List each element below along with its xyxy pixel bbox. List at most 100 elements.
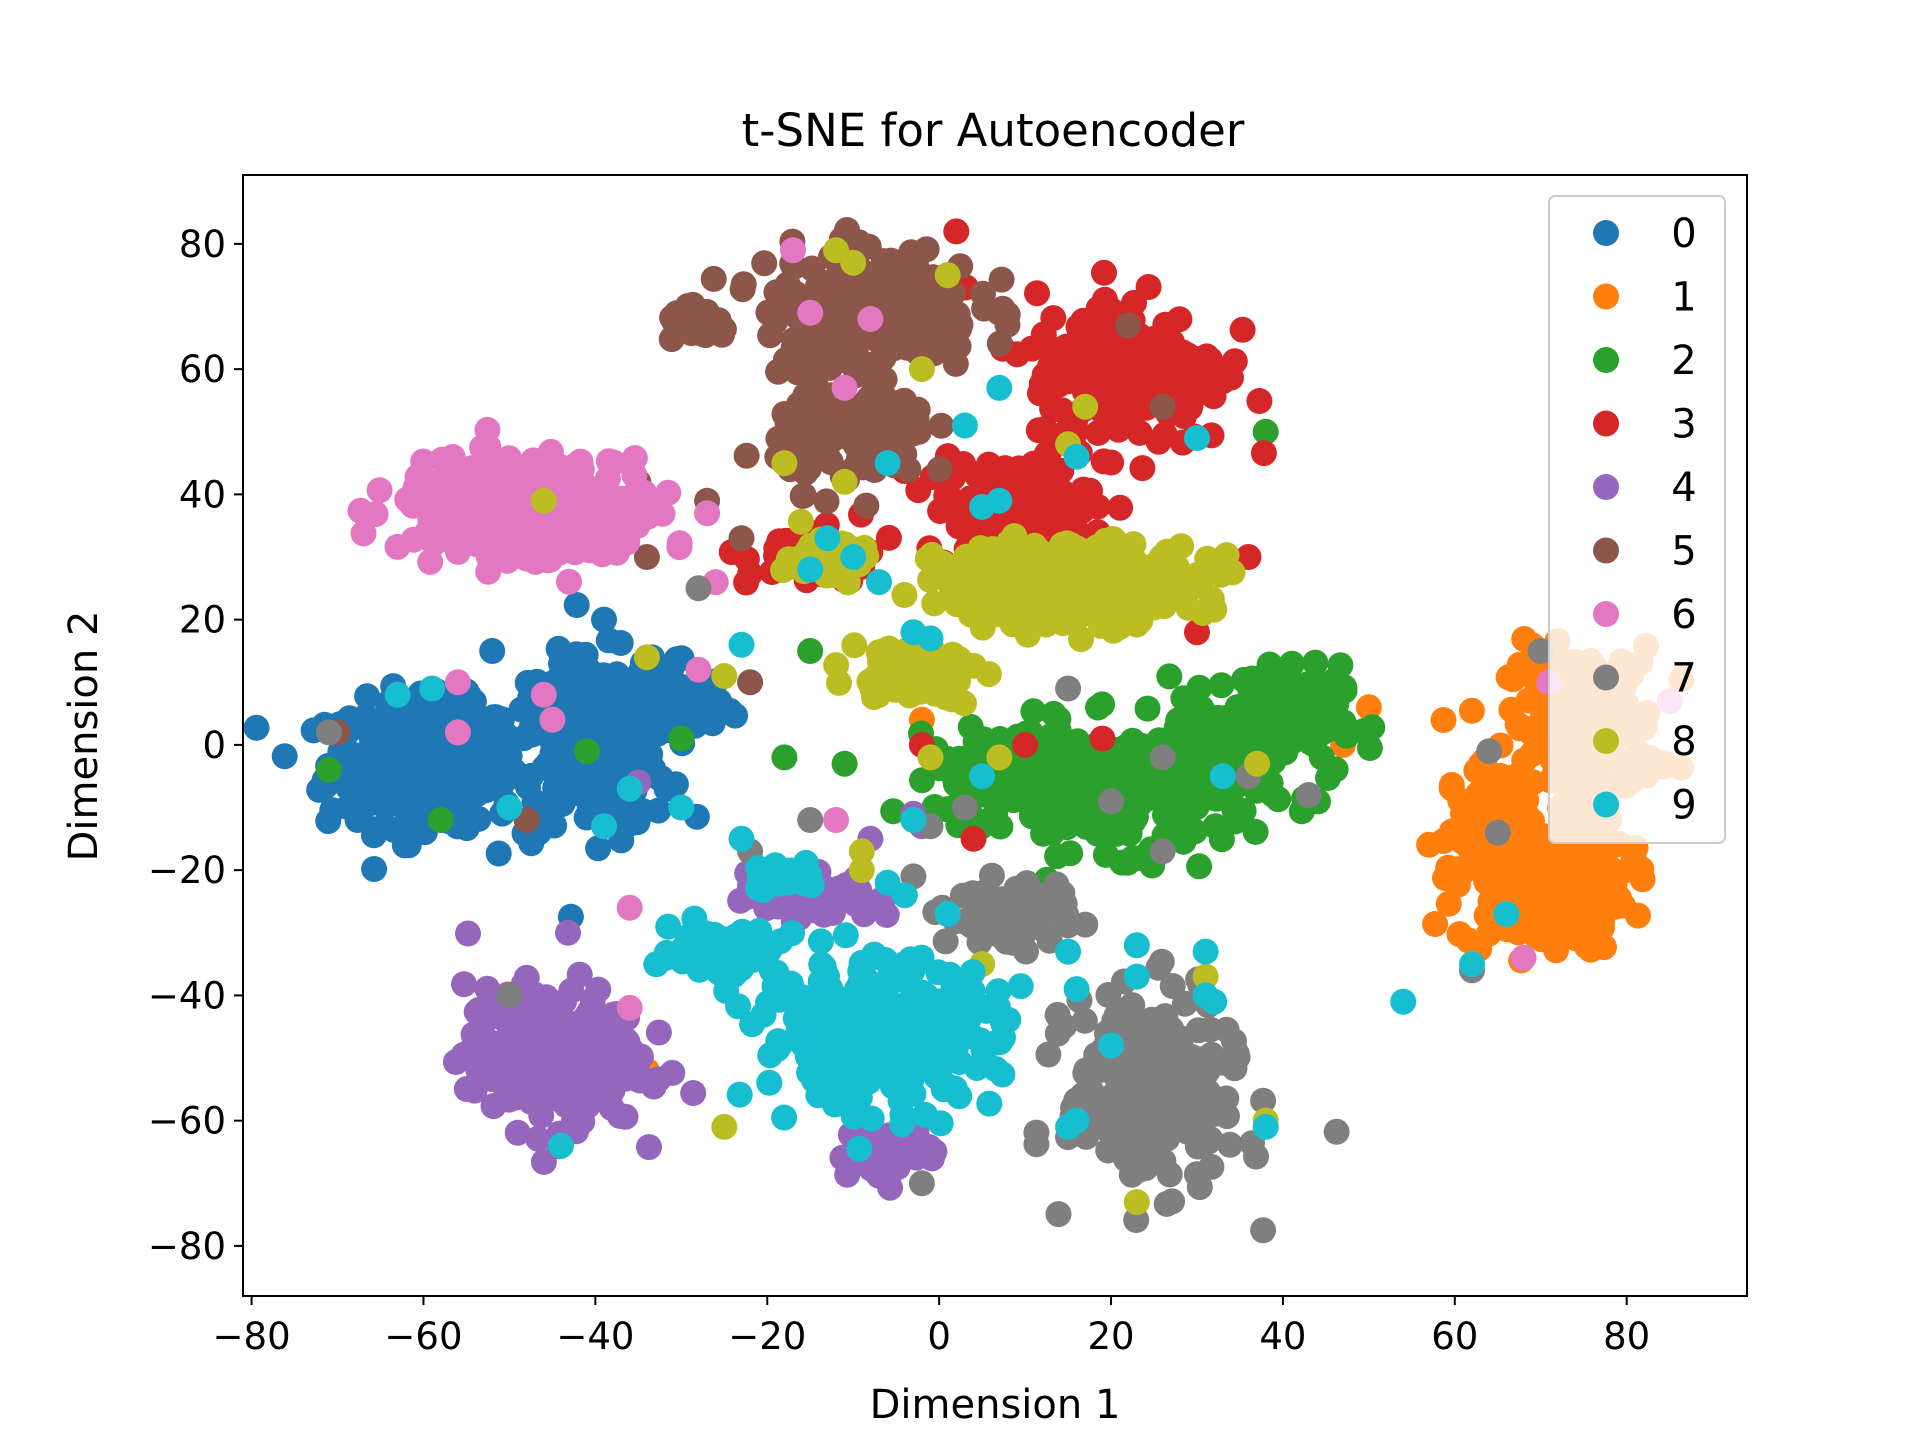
point-8 <box>711 1113 738 1140</box>
point-8 <box>1244 750 1271 777</box>
point-2 <box>1242 818 1269 845</box>
legend-label-5: 5 <box>1671 529 1696 575</box>
point-0 <box>572 685 599 712</box>
point-1 <box>1432 865 1458 891</box>
point-9 <box>928 995 955 1022</box>
y-axis-label: Dimension 2 <box>61 611 107 862</box>
point-3 <box>960 825 987 852</box>
point-7 <box>1197 1126 1224 1153</box>
point-7 <box>982 920 1009 947</box>
point-2 <box>831 750 858 777</box>
point-7 <box>1159 973 1186 999</box>
point-2 <box>1212 707 1239 734</box>
point-8 <box>882 676 909 703</box>
point-5 <box>1115 312 1142 339</box>
point-7 <box>1250 1217 1277 1244</box>
point-6 <box>857 306 884 332</box>
point-3 <box>1090 448 1117 475</box>
point-0 <box>591 606 617 633</box>
point-9 <box>766 986 793 1013</box>
point-4 <box>884 1132 911 1159</box>
point-4 <box>636 1134 662 1161</box>
point-4 <box>459 1035 486 1062</box>
point-0 <box>623 706 650 733</box>
point-7 <box>1194 1057 1221 1084</box>
point-1 <box>1355 694 1382 721</box>
point-2 <box>962 728 989 755</box>
point-0 <box>361 856 388 882</box>
point-9 <box>756 1069 783 1096</box>
point-7 <box>908 1170 935 1197</box>
point-9 <box>1055 938 1082 965</box>
point-3 <box>1105 416 1132 443</box>
point-2 <box>1062 740 1089 767</box>
point-9 <box>927 1110 954 1137</box>
point-9 <box>726 1081 753 1108</box>
legend-marker-4 <box>1593 474 1619 500</box>
x-tick-label: 20 <box>1087 1315 1134 1358</box>
point-5 <box>757 322 784 349</box>
point-0 <box>390 778 417 805</box>
point-2 <box>1302 649 1329 676</box>
point-3 <box>927 498 954 524</box>
point-3 <box>1091 259 1117 286</box>
point-4 <box>921 1138 948 1165</box>
point-3 <box>875 524 902 551</box>
point-2 <box>668 725 695 752</box>
point-4 <box>453 1076 480 1102</box>
point-4 <box>555 1041 582 1068</box>
point-9 <box>739 1011 766 1038</box>
point-9 <box>728 631 755 658</box>
point-9 <box>899 958 926 985</box>
point-2 <box>797 638 824 664</box>
point-4 <box>570 1077 597 1104</box>
legend-label-3: 3 <box>1671 402 1696 448</box>
point-2 <box>1182 721 1209 748</box>
point-6 <box>598 531 625 558</box>
point-5 <box>782 280 809 307</box>
point-6 <box>400 526 427 553</box>
point-9 <box>797 556 824 583</box>
point-9 <box>1007 973 1034 1000</box>
point-0 <box>585 835 612 862</box>
point-7 <box>1323 1118 1350 1145</box>
point-2 <box>1186 853 1213 880</box>
point-0 <box>662 771 689 798</box>
legend-label-4: 4 <box>1671 465 1696 511</box>
point-9 <box>985 978 1012 1005</box>
point-4 <box>455 920 481 947</box>
point-6 <box>694 500 721 527</box>
point-6 <box>475 558 502 585</box>
point-0 <box>364 816 391 843</box>
point-8 <box>1123 1189 1150 1216</box>
point-9 <box>986 487 1013 514</box>
point-8 <box>711 663 738 689</box>
point-7 <box>951 794 978 821</box>
y-tick-label: 0 <box>202 724 226 767</box>
point-9 <box>872 1007 899 1034</box>
point-3 <box>1023 498 1050 525</box>
point-7 <box>1045 1201 1072 1228</box>
point-5 <box>906 317 933 344</box>
point-9 <box>846 1039 873 1066</box>
point-3 <box>1085 419 1112 446</box>
point-9 <box>1192 938 1219 965</box>
point-4 <box>552 1012 579 1039</box>
point-2 <box>1208 672 1235 699</box>
point-7 <box>1217 1131 1243 1158</box>
x-axis-label: Dimension 1 <box>870 1382 1121 1428</box>
point-9 <box>858 1105 885 1132</box>
point-2 <box>1103 820 1130 847</box>
x-tick-label: −20 <box>728 1315 806 1358</box>
point-1 <box>1536 905 1563 932</box>
legend-label-2: 2 <box>1671 338 1696 384</box>
point-5 <box>729 276 756 303</box>
point-4 <box>680 1080 707 1106</box>
point-9 <box>1493 901 1520 927</box>
point-2 <box>982 804 1009 831</box>
point-9 <box>764 1036 791 1063</box>
point-6 <box>797 299 824 326</box>
point-1 <box>1573 909 1600 936</box>
point-7 <box>1250 1087 1277 1114</box>
point-8 <box>982 536 1009 563</box>
